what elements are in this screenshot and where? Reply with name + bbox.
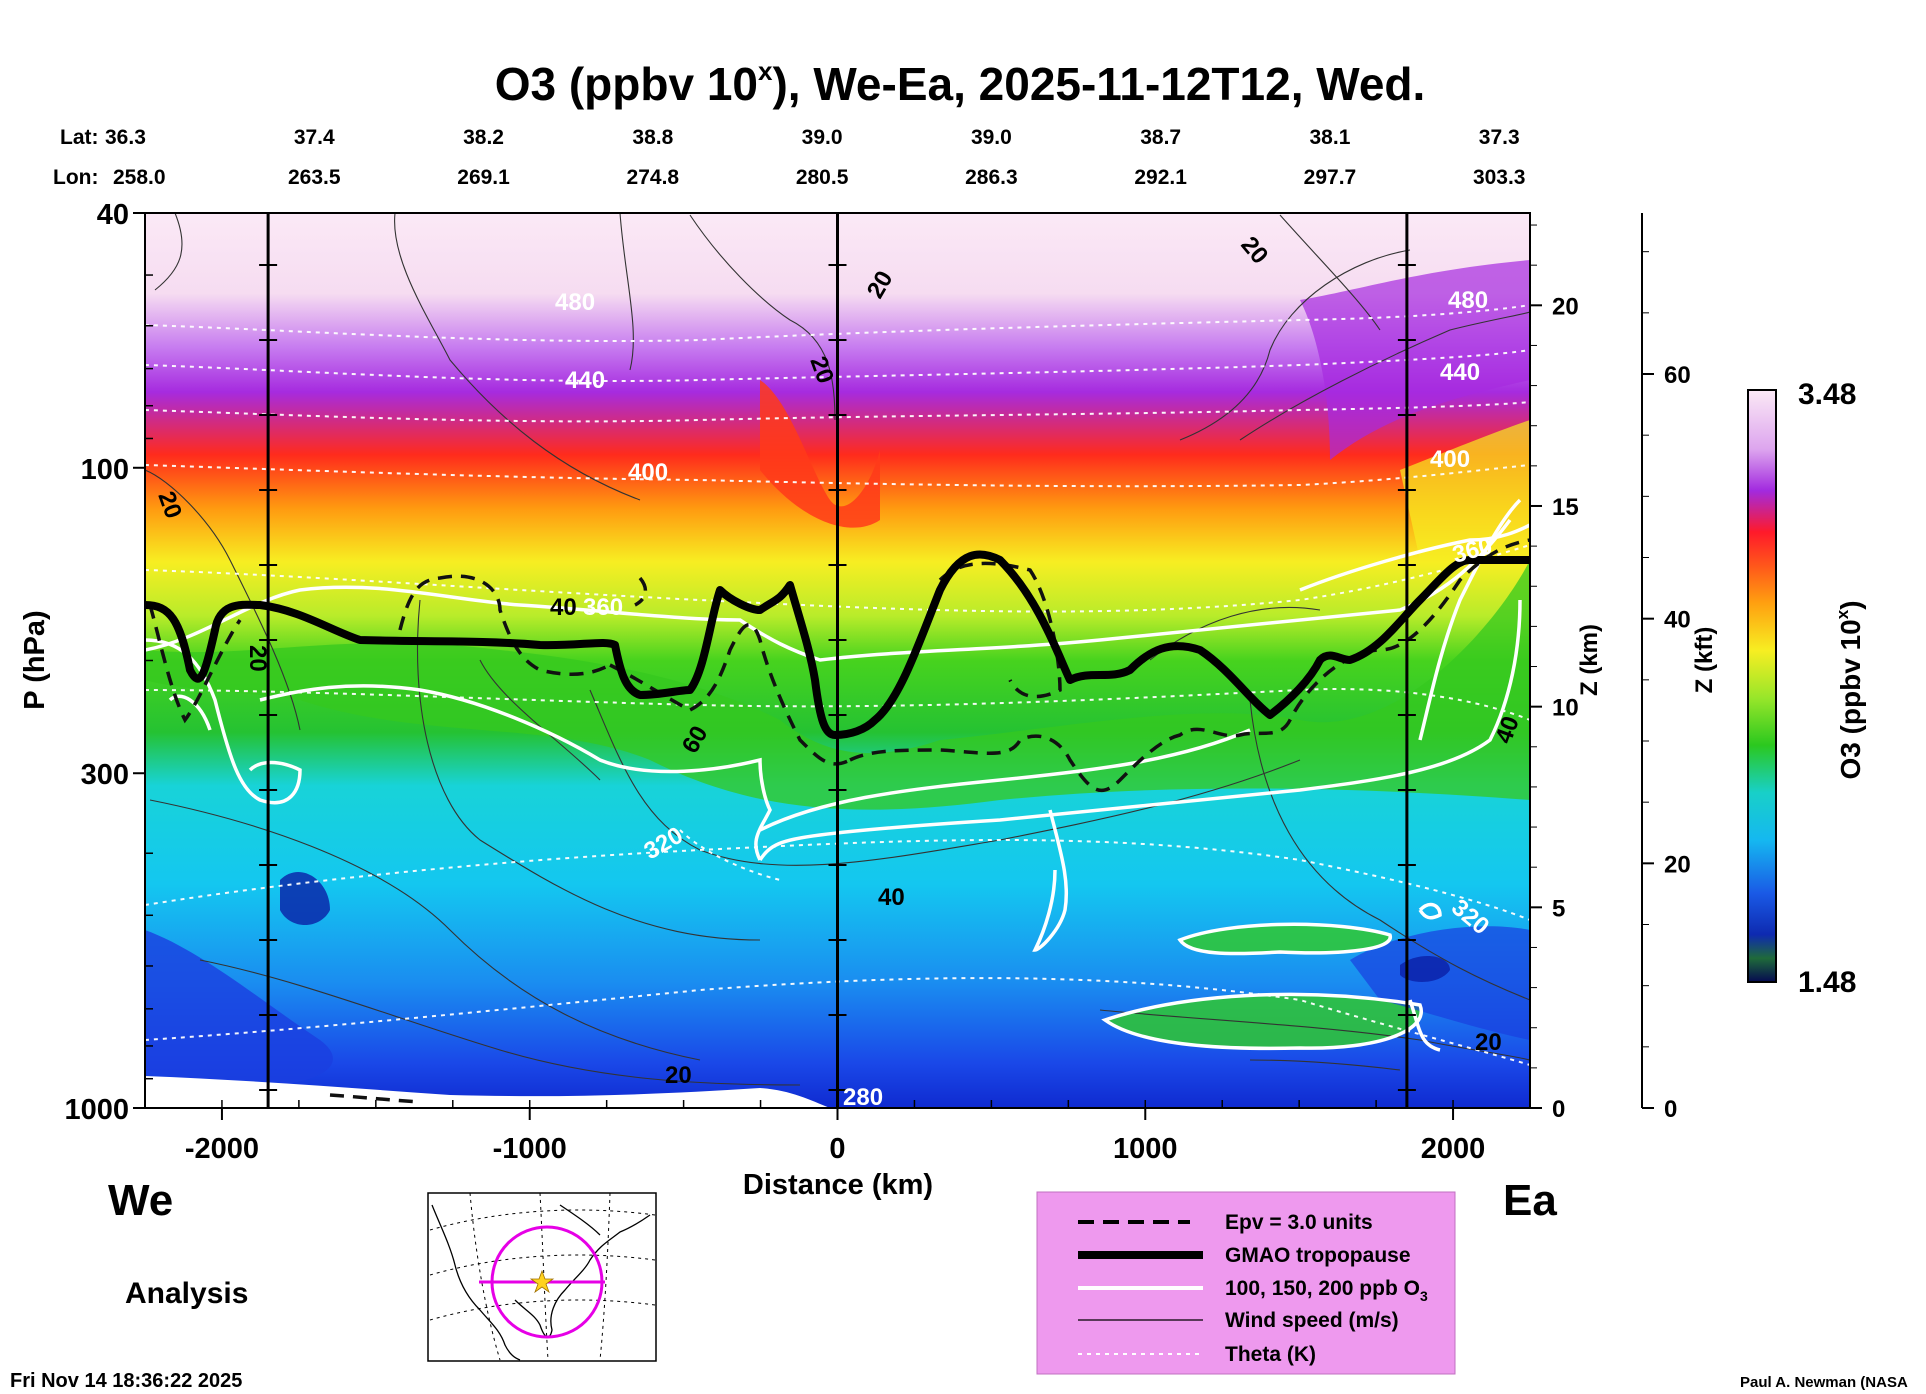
stratosphere-dip	[760, 380, 880, 528]
gmao-tropopause	[145, 550, 1530, 739]
dark-blue-patch-2	[1400, 955, 1450, 982]
z-kft-tick-label: 60	[1664, 362, 1691, 389]
map-center-star	[529, 1269, 555, 1294]
x-axis: -2000 -1000 0 1000 2000	[144, 1100, 1531, 1165]
lat-value: 36.3	[105, 126, 146, 149]
y-tick-label: 40	[97, 199, 129, 231]
y-tick-label: 1000	[64, 1094, 129, 1126]
lon-value: 286.3	[965, 166, 1018, 189]
z-kft-axis-label: Z (kft)	[1691, 627, 1718, 694]
z-km-tick-label: 10	[1552, 695, 1579, 722]
x-tick-label: -2000	[185, 1133, 259, 1165]
legend-label-tropopause: GMAO tropopause	[1225, 1244, 1411, 1267]
z-km-tick-label: 5	[1552, 895, 1565, 922]
lon-value: 263.5	[288, 166, 341, 189]
z-kft-tick-label: 20	[1664, 851, 1691, 878]
theta-label-400-west: 400	[628, 459, 668, 486]
green-lens-low	[1105, 994, 1422, 1049]
lon-value: 303.3	[1473, 166, 1526, 189]
lon-value: 258.0	[113, 166, 166, 189]
x-tick-label: 1000	[1113, 1133, 1178, 1165]
lat-value: 37.4	[294, 126, 335, 149]
legend: Epv = 3.0 units GMAO tropopause 100, 150…	[1036, 1191, 1456, 1375]
credit: Paul A. Newman (NASA	[1740, 1374, 1908, 1391]
z-km-tick-label: 15	[1552, 494, 1579, 521]
lat-value: 38.1	[1310, 126, 1351, 149]
inset-map	[427, 1192, 657, 1362]
y-tick-label: 300	[81, 759, 129, 791]
lon-value: 269.1	[457, 166, 510, 189]
theta-label-440-east: 440	[1440, 359, 1480, 386]
lon-label: Lon:	[53, 166, 98, 189]
blue-low-east	[1350, 926, 1530, 1040]
legend-label-theta: Theta (K)	[1225, 1343, 1316, 1366]
green-lens-mid	[1180, 924, 1391, 954]
theta-contours	[145, 304, 1530, 1066]
theta-label-400-east: 400	[1430, 446, 1470, 473]
latlon-row: 36.3 37.4 38.2 38.8 39.0 39.0 38.7 38.1 37.3 258.…	[105, 126, 1526, 189]
map-coastline	[431, 1204, 651, 1361]
x-tick-label: 0	[829, 1133, 845, 1165]
x-tick-label: -1000	[493, 1133, 567, 1165]
ground-white	[145, 1076, 830, 1108]
z-kft-tick-label: 0	[1664, 1096, 1677, 1123]
wind-label-20-e: 20	[665, 1062, 692, 1089]
west-label: We	[108, 1176, 173, 1225]
z-km-axis-label: Z (km)	[1576, 624, 1603, 696]
blue-low-west	[145, 930, 333, 1086]
wind-label-40-b: 40	[878, 884, 905, 911]
lon-value: 297.7	[1304, 166, 1357, 189]
lon-value: 274.8	[627, 166, 680, 189]
legend-label-epv: Epv = 3.0 units	[1225, 1211, 1373, 1234]
lat-value: 39.0	[971, 126, 1012, 149]
y-axis: 40 100 300 1000	[64, 199, 153, 1126]
wind-label-20-f: 20	[1475, 1029, 1502, 1056]
z-kft-axis: 0 20 40 60	[1641, 213, 1691, 1123]
z-km-axis: 0 5 10 15 20	[1529, 213, 1579, 1123]
plot-area	[145, 213, 1530, 1108]
lat-value: 39.0	[802, 126, 843, 149]
theta-label-480-east: 480	[1448, 287, 1488, 314]
lat-label: Lat:	[60, 126, 99, 149]
lat-value: 38.8	[632, 126, 673, 149]
theta-label-360-west: 360	[583, 594, 623, 621]
wind-label-20-g: 20	[244, 645, 271, 672]
z-kft-tick-label: 40	[1664, 607, 1691, 634]
ozone-100-150-200-contours	[145, 498, 1530, 1052]
lon-value: 292.1	[1134, 166, 1187, 189]
green-tropopause-region	[145, 560, 1530, 810]
x-axis-label: Distance (km)	[743, 1169, 933, 1201]
y-tick-label: 100	[81, 454, 129, 486]
z-km-tick-label: 0	[1552, 1096, 1565, 1123]
lat-value: 38.2	[463, 126, 504, 149]
vertical-reference-lines	[259, 213, 1416, 1108]
east-label: Ea	[1503, 1176, 1557, 1225]
theta-label-440-west: 440	[565, 367, 605, 394]
chart-title: O3 (ppbv 10x), We-Ea, 2025-11-12T12, Wed…	[495, 56, 1426, 110]
lon-value: 280.5	[796, 166, 849, 189]
lat-value: 37.3	[1479, 126, 1520, 149]
lat-value: 38.7	[1140, 126, 1181, 149]
legend-label-wind: Wind speed (m/s)	[1225, 1309, 1399, 1332]
legend-label-ozone: 100, 150, 200 ppb O3	[1225, 1277, 1428, 1304]
yellow-bulge	[1400, 420, 1530, 560]
dark-blue-patch-1	[280, 871, 330, 925]
theta-label-280: 280	[843, 1084, 883, 1111]
y-axis-label: P (hPa)	[19, 610, 51, 709]
analysis-label: Analysis	[125, 1277, 248, 1310]
x-tick-label: 2000	[1421, 1133, 1486, 1165]
timestamp: Fri Nov 14 18:36:22 2025	[10, 1370, 242, 1392]
colorbar-label: O3 (ppbv 10x)	[1833, 600, 1866, 779]
colorbar-min-label: 1.48	[1798, 966, 1856, 999]
colorbar	[1747, 389, 1777, 983]
theta-label-480-west: 480	[555, 289, 595, 316]
colorbar-max-label: 3.48	[1798, 378, 1856, 411]
z-km-tick-label: 20	[1552, 293, 1579, 320]
epv-contour	[148, 538, 1530, 1104]
wind-label-40-a: 40	[550, 594, 577, 621]
